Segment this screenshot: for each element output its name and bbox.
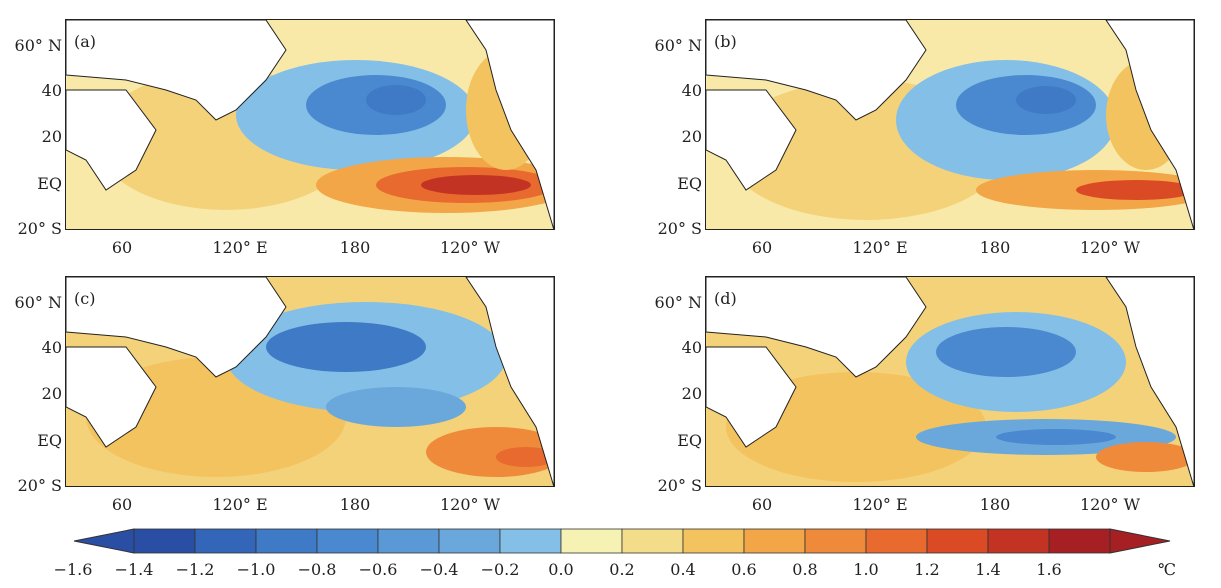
- colorbar-tick-label: 1.4: [975, 560, 1001, 579]
- lat-label-40: 40: [41, 338, 62, 357]
- warm-anomaly-d: [1096, 442, 1194, 472]
- lat-label-eq: EQ: [37, 174, 62, 193]
- colorbar-bin: [804, 528, 867, 554]
- colorbar-bin: [560, 528, 623, 554]
- sst-field-d: [706, 277, 1194, 486]
- asia-landmass-d: [706, 346, 797, 448]
- lon-label-180: 180: [339, 238, 371, 257]
- lat-label-eq: EQ: [677, 174, 702, 193]
- sst-field-c: [66, 277, 554, 486]
- lon-label-180: 180: [339, 495, 371, 514]
- asia-landmass-c: [66, 346, 157, 448]
- lat-label-20s: 20° S: [17, 476, 62, 495]
- colorbar-tick-label: 1.0: [853, 560, 879, 579]
- lat-label-20: 20: [41, 127, 62, 146]
- lon-label-180: 180: [979, 495, 1011, 514]
- lat-label-eq: EQ: [677, 431, 702, 450]
- colorbar-bin: [865, 528, 928, 554]
- colorbar-tick-label: 0.6: [731, 560, 757, 579]
- colorbar-bin: [438, 528, 501, 554]
- colorbar-bin: [194, 528, 257, 554]
- lat-label-20: 20: [681, 384, 702, 403]
- lat-label-40: 40: [681, 81, 702, 100]
- colorbar-bin: [743, 528, 806, 554]
- colorbar-tick-label: −1.0: [236, 560, 276, 579]
- lat-label-20s: 20° S: [657, 219, 702, 238]
- lon-label-60: 60: [751, 495, 773, 514]
- colorbar-tick-label: 0.4: [670, 560, 696, 579]
- lon-label-120e: 120° E: [212, 238, 268, 257]
- lon-label-120w: 120° W: [1079, 238, 1141, 257]
- map-panel-a: [65, 19, 555, 230]
- colorbar-unit: ℃: [1158, 560, 1176, 579]
- lon-label-120w: 120° W: [439, 495, 501, 514]
- map-panel-c: [65, 276, 555, 487]
- colorbar-tick-label: 0.8: [792, 560, 818, 579]
- sst-field-b: [706, 20, 1194, 229]
- lon-label-120w: 120° W: [439, 238, 501, 257]
- colorbar-tick-label: 1.6: [1036, 560, 1062, 579]
- lon-label-60: 60: [111, 495, 133, 514]
- colorbar-bin: [1048, 528, 1111, 554]
- lon-label-60: 60: [111, 238, 133, 257]
- map-panel-d: [705, 276, 1195, 487]
- lon-label-180: 180: [979, 238, 1011, 257]
- colorbar-max-arrow: [1109, 528, 1171, 554]
- lat-label-20: 20: [681, 127, 702, 146]
- panel-letter-c: (c): [74, 289, 96, 308]
- lat-label-20s: 20° S: [17, 219, 62, 238]
- americas-landmass-d: [1105, 277, 1194, 486]
- lon-label-120e: 120° E: [852, 238, 908, 257]
- colorbar-tick-label: 0.0: [548, 560, 574, 579]
- colorbar-bin: [499, 528, 562, 554]
- colorbar-tick-label: −1.6: [53, 560, 93, 579]
- lat-label-60n: 60° N: [14, 293, 62, 312]
- colorbar-bin: [987, 528, 1050, 554]
- asia-landmass-a: [66, 89, 157, 191]
- asia-landmass-b: [706, 89, 797, 191]
- panel-letter-a: (a): [74, 32, 97, 51]
- colorbar-tick-label: −0.8: [297, 560, 337, 579]
- lat-label-40: 40: [681, 338, 702, 357]
- panel-letter-d: (d): [714, 289, 737, 308]
- lon-label-120e: 120° E: [852, 495, 908, 514]
- colorbar-bin: [621, 528, 684, 554]
- colorbar-bin: [682, 528, 745, 554]
- lat-label-20: 20: [41, 384, 62, 403]
- colorbar-min-arrow: [73, 528, 135, 554]
- lon-label-120w: 120° W: [1079, 495, 1141, 514]
- panel-letter-b: (b): [714, 32, 737, 51]
- lat-label-60n: 60° N: [14, 36, 62, 55]
- sst-field-a: [66, 20, 554, 229]
- colorbar-bin: [255, 528, 318, 554]
- lat-label-eq: EQ: [37, 431, 62, 450]
- colorbar-tick-label: −1.4: [114, 560, 154, 579]
- colorbar-bin: [133, 528, 196, 554]
- colorbar-tick-label: 0.2: [609, 560, 635, 579]
- lon-label-120e: 120° E: [212, 495, 268, 514]
- colorbar-tick-label: −0.4: [419, 560, 459, 579]
- colorbar-tick-label: −1.2: [175, 560, 215, 579]
- americas-landmass-c: [465, 277, 554, 486]
- colorbar-bin: [377, 528, 440, 554]
- lat-label-60n: 60° N: [654, 36, 702, 55]
- lat-label-20s: 20° S: [657, 476, 702, 495]
- lon-label-60: 60: [751, 238, 773, 257]
- colorbar-bin: [926, 528, 989, 554]
- colorbar-tick-label: −0.2: [480, 560, 520, 579]
- americas-landmass-a: [465, 20, 554, 229]
- map-panel-b: [705, 19, 1195, 230]
- colorbar-tick-label: 1.2: [914, 560, 940, 579]
- lat-label-40: 40: [41, 81, 62, 100]
- colorbar-bin: [316, 528, 379, 554]
- lat-label-60n: 60° N: [654, 293, 702, 312]
- colorbar-tick-label: −0.6: [358, 560, 398, 579]
- colorbar-ramp: [73, 528, 1171, 554]
- americas-landmass-b: [1105, 20, 1194, 229]
